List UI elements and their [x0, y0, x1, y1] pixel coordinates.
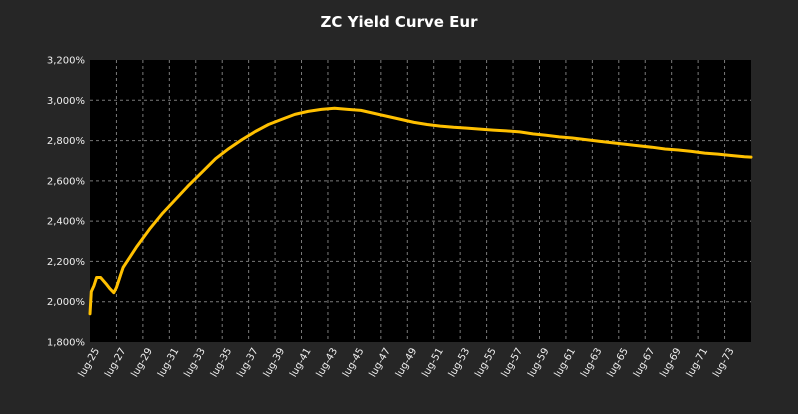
x-tick-label: lug-61: [553, 346, 578, 379]
horizontal-gridlines: [90, 99, 751, 303]
x-tick-label: lug-35: [209, 346, 234, 379]
x-tick-label: lug-45: [341, 346, 366, 379]
x-tick-label: lug-39: [262, 346, 287, 379]
x-tick-label: lug-47: [368, 346, 393, 379]
x-tick-label: lug-55: [473, 346, 498, 379]
y-tick-label: 2,600%: [47, 176, 85, 187]
x-tick-label: lug-65: [606, 346, 631, 379]
x-tick-label: lug-25: [77, 346, 102, 379]
x-tick-label: lug-57: [500, 346, 525, 379]
y-tick-label: 3,000%: [47, 96, 85, 107]
vertical-gridlines: [115, 60, 726, 342]
x-tick-label: lug-31: [156, 346, 181, 379]
x-tick-label: lug-37: [235, 346, 260, 379]
plot-area: [90, 60, 751, 342]
y-tick-label: 3,200%: [47, 56, 85, 67]
y-tick-label: 2,800%: [47, 136, 85, 147]
x-tick-label: lug-41: [288, 346, 313, 379]
y-tick-label: 1,800%: [47, 338, 85, 349]
x-tick-label: lug-67: [632, 346, 657, 379]
y-axis-ticks: 1,800% 2,000% 2,200% 2,400% 2,600% 2,800% 3,00…: [47, 56, 85, 349]
chart-title: ZC Yield Curve Eur: [321, 13, 479, 31]
yield-curve-line: [88, 106, 753, 316]
y-tick-label: 2,200%: [47, 257, 85, 268]
x-axis-ticks: lug-25 lug-27 lug-29 lug-31 lug-33 lug-35 lug-…: [77, 346, 737, 379]
x-tick-label: lug-71: [685, 346, 710, 379]
y-tick-label: 2,000%: [47, 297, 85, 308]
y-tick-label: 2,400%: [47, 217, 85, 228]
x-tick-label: lug-49: [394, 346, 419, 379]
x-tick-label: lug-69: [658, 346, 683, 379]
x-tick-label: lug-27: [103, 346, 128, 379]
x-tick-label: lug-63: [579, 346, 604, 379]
x-tick-label: lug-51: [420, 346, 445, 379]
x-tick-label: lug-43: [315, 346, 340, 379]
x-tick-label: lug-73: [711, 346, 736, 379]
x-tick-label: lug-33: [182, 346, 207, 379]
x-tick-label: lug-53: [447, 346, 472, 379]
x-tick-label: lug-29: [130, 346, 155, 379]
x-tick-label: lug-59: [526, 346, 551, 379]
